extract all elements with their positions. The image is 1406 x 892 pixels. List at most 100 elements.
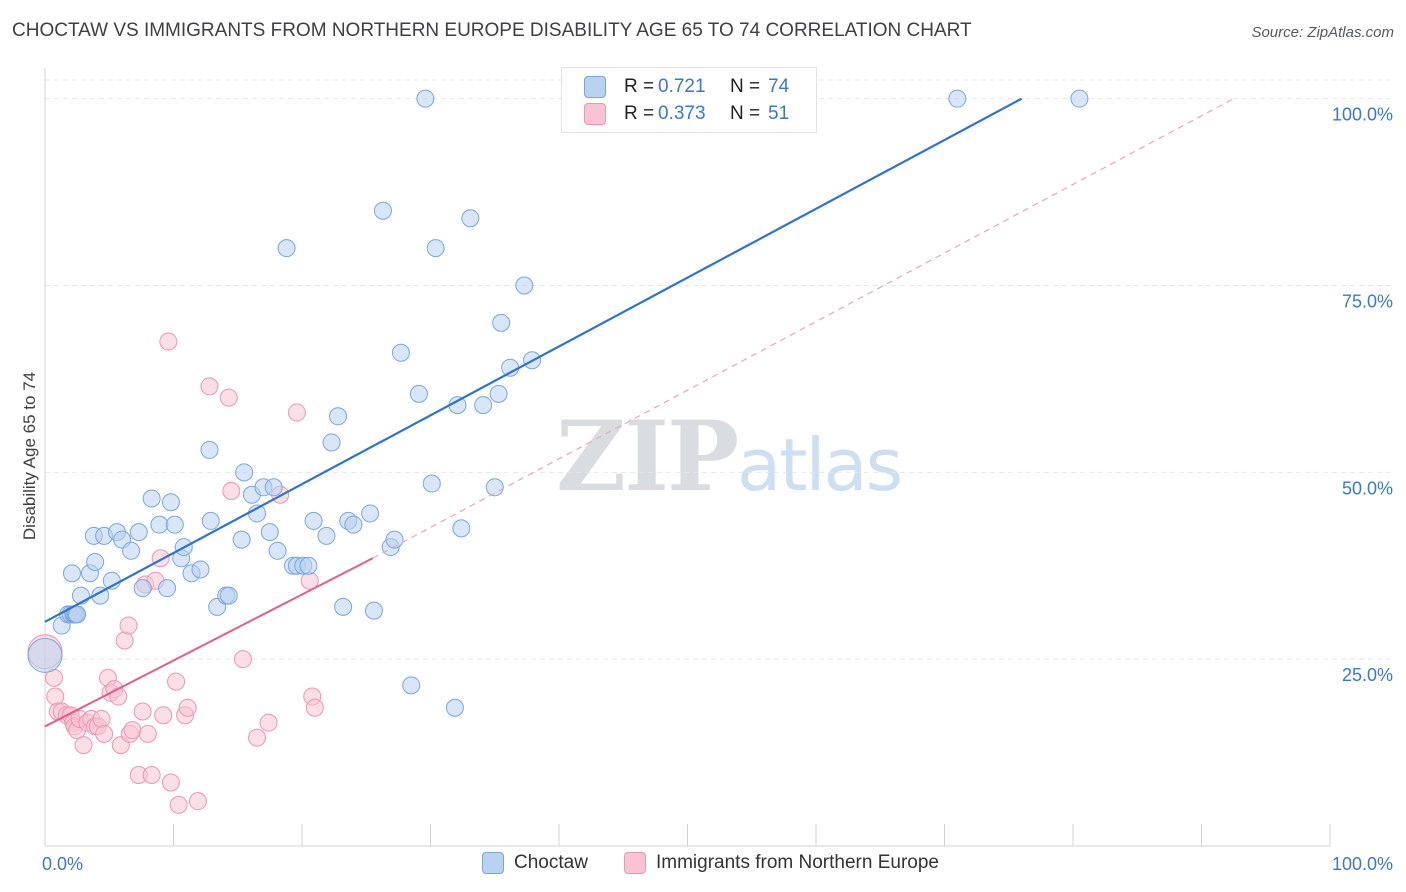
legend-r-label: R =: [624, 76, 655, 97]
immigrants-point: [178, 698, 197, 717]
immigrants-point: [119, 616, 138, 635]
chart-title: CHOCTAW VS IMMIGRANTS FROM NORTHERN EURO…: [12, 20, 972, 41]
immigrants-point: [109, 687, 128, 706]
immigrants-point: [248, 728, 267, 747]
choctaw-point: [492, 313, 511, 332]
choctaw-point: [391, 343, 410, 362]
immigrants-point: [188, 792, 207, 811]
choctaw-point: [200, 440, 219, 459]
immigrants-point: [123, 721, 142, 740]
choctaw-point: [515, 276, 534, 295]
choctaw-point: [426, 239, 445, 258]
choctaw-point: [385, 530, 404, 549]
choctaw-point: [27, 637, 63, 673]
immigrants-point: [259, 713, 278, 732]
legend-n-value: 51: [768, 103, 790, 124]
immigrants-point: [138, 724, 157, 743]
choctaw-point: [264, 478, 283, 497]
correlation-legend: R = 0.721 N = 74 R = 0.373 N = 51: [561, 67, 817, 133]
immigrants-point: [222, 482, 241, 501]
choctaw-point: [260, 523, 279, 542]
immigrants-point: [233, 650, 252, 669]
choctaw-point: [62, 564, 81, 583]
choctaw-point: [129, 523, 148, 542]
choctaw-point: [364, 601, 383, 620]
source-credit: Source: ZipAtlas.com: [1251, 24, 1394, 41]
immigrants-point: [159, 332, 178, 351]
legend-n-label: N =: [730, 76, 761, 97]
choctaw-point: [304, 511, 323, 530]
choctaw-point: [402, 676, 421, 695]
choctaw-swatch: [584, 76, 606, 98]
legend-r-value: 0.373: [658, 103, 706, 124]
choctaw-point: [201, 511, 220, 530]
immigrants-point: [95, 724, 114, 743]
choctaw-point: [158, 579, 177, 598]
immigrants-point: [154, 706, 173, 725]
legend-r-label: R =: [624, 103, 655, 124]
y-tick-label: 100.0%: [1332, 105, 1393, 125]
immigrants-point: [92, 709, 111, 728]
bottom-legend-choctaw: Choctaw: [482, 852, 588, 874]
immigrants-point: [200, 377, 219, 396]
choctaw-trend-line: [44, 97, 1023, 623]
choctaw-point: [299, 556, 318, 575]
legend-n-value: 74: [768, 76, 790, 97]
watermark: ZIPatlas: [556, 400, 903, 513]
choctaw-point: [445, 698, 464, 717]
immigrants-swatch: [624, 852, 646, 874]
choctaw-point: [232, 530, 251, 549]
choctaw-point: [461, 209, 480, 228]
choctaw-point: [409, 384, 428, 403]
immigrants-point: [142, 766, 161, 785]
x-tick-label: 0.0%: [42, 854, 83, 874]
choctaw-point: [1070, 89, 1089, 108]
immigrants-point: [161, 773, 180, 792]
choctaw-point: [86, 553, 105, 572]
y-tick-label: 25.0%: [1342, 665, 1393, 685]
choctaw-swatch: [482, 852, 504, 874]
immigrants-trend-extension: [372, 98, 1234, 559]
choctaw-point: [322, 433, 341, 452]
choctaw-point: [219, 586, 238, 605]
x-tick-label: 100.0%: [1332, 854, 1393, 874]
immigrants-point: [133, 702, 152, 721]
immigrants-legend-label: Immigrants from Northern Europe: [656, 852, 939, 873]
choctaw-point: [489, 384, 508, 403]
bottom-legend-immigrants: Immigrants from Northern Europe: [624, 852, 939, 874]
watermark-zip: ZIP: [556, 400, 739, 513]
choctaw-point: [328, 407, 347, 426]
choctaw-point: [948, 89, 967, 108]
legend-row-immigrants: R = 0.373 N = 51: [584, 101, 789, 127]
immigrants-point: [305, 698, 324, 717]
legend-r-value: 0.721: [658, 76, 706, 97]
immigrants-point: [287, 403, 306, 422]
immigrants-point: [219, 388, 238, 407]
legend-n-label: N =: [730, 103, 761, 124]
choctaw-point: [142, 489, 161, 508]
choctaw-point: [191, 560, 210, 579]
immigrants-point: [46, 687, 65, 706]
choctaw-point: [317, 526, 336, 545]
choctaw-point: [165, 515, 184, 534]
choctaw-point: [373, 201, 392, 220]
immigrants-point: [169, 795, 188, 814]
choctaw-point: [150, 515, 169, 534]
immigrants-point: [167, 672, 186, 691]
choctaw-points: [27, 89, 1089, 717]
immigrants-trend-line: [44, 557, 374, 728]
watermark-atlas: atlas: [737, 423, 903, 507]
legend-row-choctaw: R = 0.721 N = 74: [584, 74, 789, 100]
choctaw-point: [122, 541, 141, 560]
choctaw-point: [474, 396, 493, 415]
choctaw-legend-label: Choctaw: [514, 852, 588, 873]
choctaw-point: [422, 474, 441, 493]
choctaw-point: [161, 493, 180, 512]
immigrants-point: [115, 631, 134, 650]
choctaw-point: [133, 579, 152, 598]
choctaw-point: [235, 463, 254, 482]
y-tick-label: 75.0%: [1342, 292, 1393, 312]
y-tick-label: 50.0%: [1342, 478, 1393, 498]
gridlines: [45, 79, 1395, 660]
